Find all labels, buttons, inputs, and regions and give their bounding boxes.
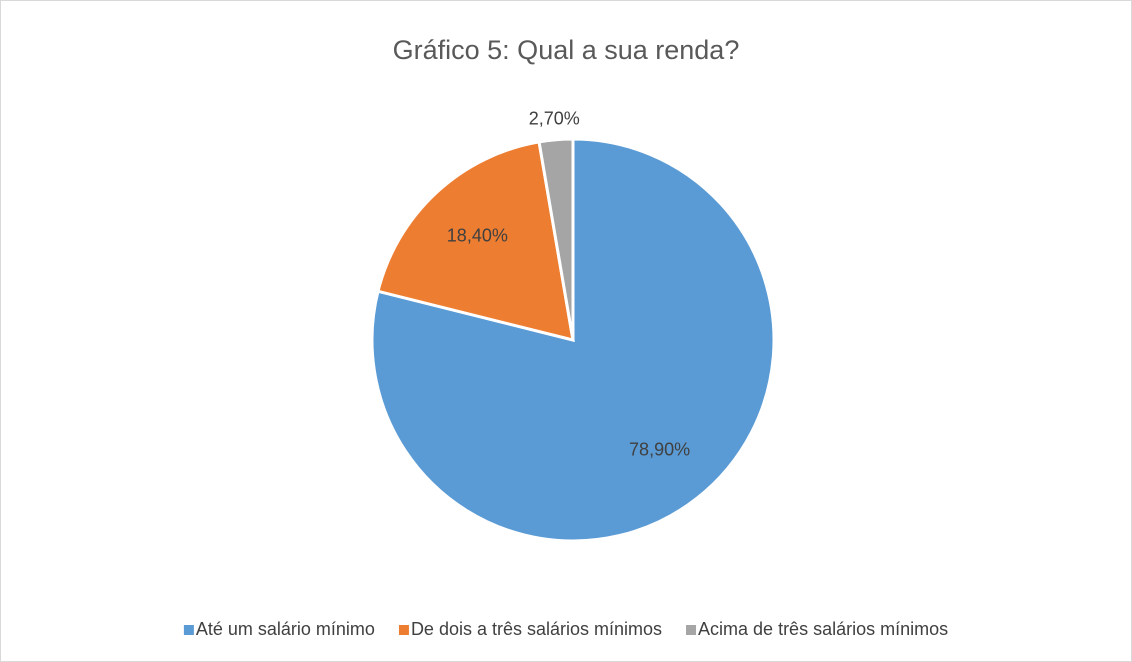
legend-label: Até um salário mínimo — [196, 619, 375, 639]
data-label: 2,70% — [529, 108, 580, 128]
data-label: 78,90% — [629, 440, 690, 460]
legend-label: De dois a três salários mínimos — [411, 619, 662, 639]
data-label: 18,40% — [447, 226, 508, 246]
pie-slice — [537, 137, 575, 341]
legend-swatch — [686, 625, 697, 635]
legend-swatch — [398, 625, 409, 635]
legend-swatch — [183, 625, 194, 635]
pie-slice — [376, 140, 575, 343]
legend-label: Acima de três salários mínimos — [698, 619, 948, 639]
chart-title: Gráfico 5: Qual a sua renda? — [393, 35, 740, 65]
